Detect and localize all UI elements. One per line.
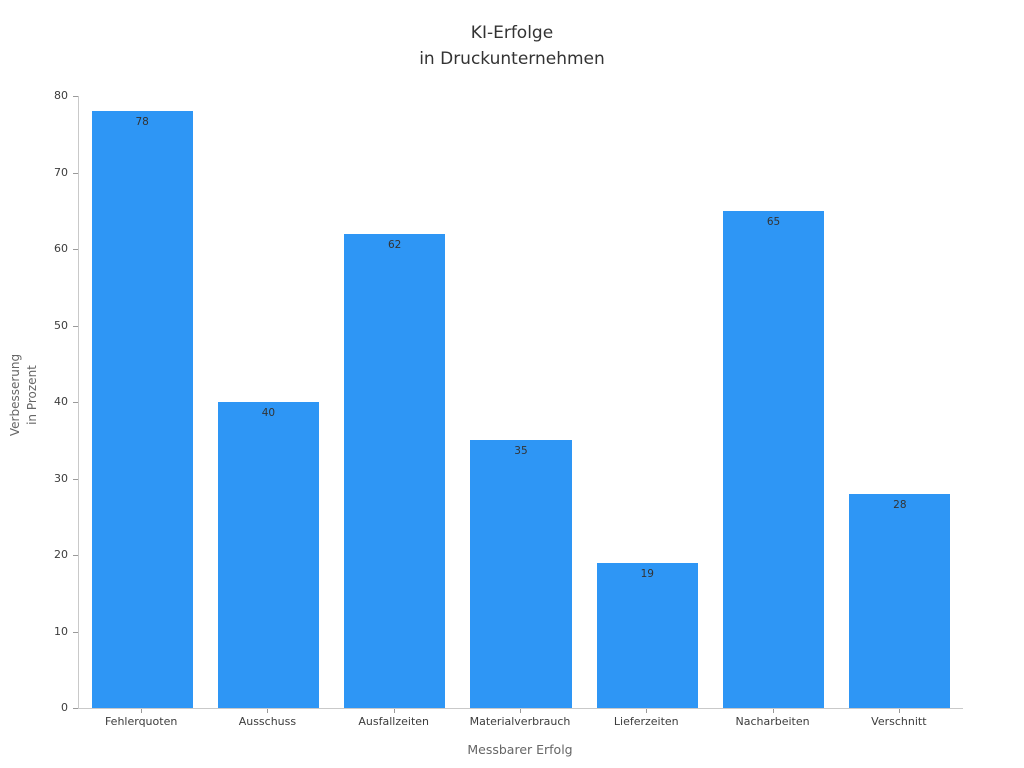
- x-axis-label: Messbarer Erfolg: [467, 742, 573, 757]
- y-tick-label: 30: [54, 471, 68, 485]
- x-tick-mark: [772, 709, 774, 713]
- x-tick-mark: [141, 709, 143, 713]
- bar-value-label: 19: [640, 567, 654, 580]
- y-tick-mark: [73, 249, 78, 250]
- bar-value-label: 65: [766, 215, 781, 228]
- x-tick-label: Ausfallzeiten: [358, 715, 429, 728]
- y-tick-mark: [73, 325, 78, 327]
- x-tick-mark: [267, 709, 269, 713]
- chart-title: KI-Erfolge in Druckunternehmen: [0, 20, 1024, 72]
- bar-lieferzeiten: 19: [596, 562, 698, 708]
- y-tick-mark: [73, 172, 78, 174]
- bar-nacharbeiten: 65: [723, 210, 825, 708]
- x-tick-mark: [520, 709, 521, 713]
- y-tick-mark: [73, 555, 78, 556]
- x-tick-label: Ausschuss: [238, 715, 297, 728]
- bar-fehlerquoten: 78: [91, 111, 193, 708]
- y-tick-label: 40: [54, 395, 68, 408]
- y-tick-label: 10: [54, 624, 68, 638]
- chart-title-line-2: in Druckunternehmen: [419, 49, 605, 69]
- x-tick-mark: [898, 709, 900, 713]
- x-tick-mark: [393, 709, 395, 713]
- bar-value-label: 78: [135, 116, 149, 129]
- y-tick-mark: [73, 708, 78, 709]
- y-tick-mark: [73, 96, 78, 97]
- bar-value-label: 35: [514, 445, 528, 458]
- plot-area: 78 40 62 35 19 65 28: [78, 96, 963, 709]
- bar-value-label: 40: [261, 407, 276, 419]
- y-tick-label: 50: [54, 318, 68, 332]
- y-tick-label: 80: [54, 89, 68, 102]
- y-tick-mark: [73, 478, 78, 480]
- bar-ausschuss: 40: [217, 402, 319, 708]
- bar-materialverbrauch: 35: [470, 440, 572, 708]
- x-tick-label: Verschnitt: [871, 715, 927, 728]
- bar-value-label: 28: [893, 498, 907, 511]
- y-tick-label: 60: [54, 242, 68, 255]
- y-tick-mark: [73, 402, 78, 403]
- y-tick-label: 20: [54, 548, 68, 561]
- y-tick-mark: [73, 631, 78, 633]
- x-tick-label: Fehlerquoten: [104, 715, 178, 728]
- y-tick-label: 70: [54, 165, 68, 179]
- x-tick-mark: [646, 709, 648, 713]
- x-tick-label: Nacharbeiten: [735, 715, 810, 728]
- x-tick-label: Lieferzeiten: [613, 715, 679, 728]
- bar-verschnitt: 28: [849, 493, 951, 708]
- bar-value-label: 62: [388, 238, 402, 251]
- x-tick-label: Materialverbrauch: [469, 715, 571, 728]
- chart-title-line-1: KI-Erfolge: [470, 23, 554, 43]
- bar-ausfallzeiten: 62: [344, 233, 446, 708]
- y-tick-label: 0: [61, 701, 68, 714]
